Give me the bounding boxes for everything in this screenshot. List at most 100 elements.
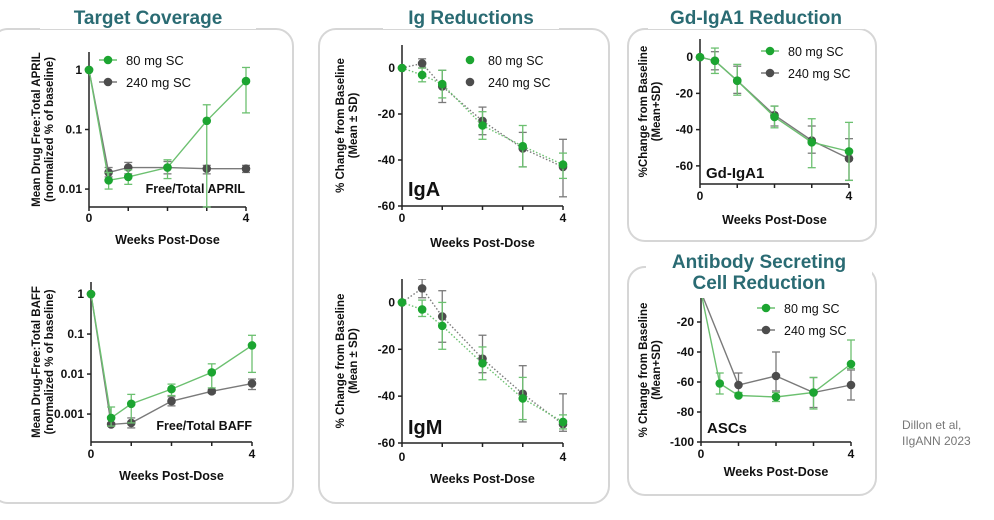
legend-marker [103, 55, 113, 65]
y-tick-label: -20 [378, 342, 396, 356]
y-axis-label: (Mean+SD) [651, 340, 663, 400]
legend-label: 240 mg SC [488, 76, 551, 90]
y-tick-label: -80 [677, 405, 695, 419]
data-point [710, 56, 720, 66]
data-point [417, 305, 427, 314]
x-tick-label: 0 [698, 447, 705, 461]
legend-marker [465, 55, 475, 65]
asc-title: Antibody Secreting Cell Reduction [646, 252, 872, 294]
legend-item: 240 mg SC [761, 67, 851, 81]
y-tick-label: 0.001 [54, 407, 84, 421]
x-tick-label: 0 [399, 450, 406, 464]
citation-line-1: Dillon et al, [902, 418, 962, 432]
x-tick-label: 0 [88, 447, 95, 461]
series-line [90, 293, 253, 420]
legend-item: 80 mg SC [761, 45, 844, 59]
panel-annotation: Free/Total APRIL [146, 182, 246, 196]
data-point [167, 384, 176, 394]
legend-label: 240 mg SC [784, 324, 847, 338]
baff-chart: 1 0.1 0.01 0.001 0 4 Weeks Post-Dose Mean Drug-… [31, 282, 257, 483]
data-point [809, 388, 818, 397]
y-tick-label: -60 [378, 199, 396, 213]
y-axis-label: (Mean ± SD) [348, 92, 360, 158]
panel-annotation: IgM [408, 417, 442, 439]
data-point [770, 112, 779, 122]
data-point [844, 147, 854, 156]
data-point [207, 368, 217, 377]
data-point [106, 413, 116, 423]
legend-item: 240 mg SC [99, 75, 191, 90]
data-point [846, 359, 856, 369]
data-point [397, 298, 407, 307]
y-tick-label: 0.1 [65, 123, 82, 137]
gd-iga1-panel [627, 28, 877, 242]
y-tick-label: 0.01 [59, 182, 83, 196]
data-point [84, 65, 94, 75]
legend-label: 240 mg SC [126, 75, 191, 90]
x-tick-label: 4 [560, 450, 567, 464]
x-axis-label: Weeks Post-Dose [119, 469, 224, 483]
y-tick-label: -40 [378, 153, 396, 167]
april-chart: 1 0.1 0.01 0 4 Weeks Post-Dose Mean Drug Free:… [31, 52, 251, 247]
data-point [247, 379, 257, 388]
data-point [417, 59, 427, 68]
legend-label: 80 mg SC [788, 45, 844, 59]
data-point [86, 289, 96, 299]
y-axis-label: (normalized % of baseline) [44, 57, 56, 202]
legend-item: 240 mg SC [757, 324, 847, 338]
data-point [478, 121, 487, 130]
legend-label: 80 mg SC [126, 53, 184, 68]
y-axis-label: Mean Drug-Free:Total BAFF [31, 286, 43, 438]
asc-chart: -20 -40 -60 -80 -100 0 4 Weeks Post-Dose % Chang… [638, 298, 856, 479]
series-line [88, 69, 246, 174]
data-point [163, 163, 172, 172]
legend-marker [761, 303, 771, 313]
y-tick-label: -40 [676, 123, 694, 137]
series-80mg [397, 298, 568, 430]
y-tick-label: -60 [378, 436, 396, 450]
data-point [126, 399, 136, 409]
x-axis-label: Weeks Post-Dose [722, 213, 827, 227]
data-point [846, 380, 856, 390]
panel-annotation: IgA [408, 179, 440, 201]
legend-item: 240 mg SC [465, 76, 551, 90]
x-axis-label: Weeks Post-Dose [115, 233, 220, 247]
x-axis-label: Weeks Post-Dose [724, 465, 829, 479]
citation-line-2: IIgANN 2023 [902, 434, 971, 448]
legend-item: 80 mg SC [99, 53, 184, 68]
data-point [167, 396, 176, 406]
x-tick-label: 0 [697, 189, 704, 203]
series-line [401, 287, 564, 425]
data-point [104, 176, 113, 185]
y-tick-label: 1 [77, 287, 84, 301]
legend-label: 240 mg SC [788, 67, 851, 81]
data-point [771, 371, 781, 381]
y-tick-label: -60 [677, 375, 695, 389]
legend-item: 80 mg SC [757, 302, 840, 316]
series-line [90, 293, 253, 426]
legend-marker [765, 68, 775, 78]
data-point [558, 417, 568, 427]
y-tick-label: 0.1 [67, 327, 84, 341]
legend-marker [765, 46, 775, 56]
data-point [807, 138, 817, 147]
series-80mg [84, 65, 251, 208]
data-point [478, 359, 487, 368]
target-coverage-title: Target Coverage [40, 8, 256, 29]
data-point [695, 52, 705, 62]
legend-marker [465, 77, 475, 87]
series-line [701, 298, 852, 398]
data-point [417, 70, 427, 80]
panel-annotation: Gd-IgA1 [706, 165, 764, 182]
y-tick-label: -40 [378, 389, 396, 403]
data-point [247, 341, 257, 350]
y-axis-label: % Change from Baseline [335, 294, 347, 429]
x-axis-label: Weeks Post-Dose [430, 236, 535, 250]
y-tick-label: -20 [677, 315, 695, 329]
y-axis-label: % Change from Baseline [638, 303, 650, 438]
x-axis-label: Weeks Post-Dose [430, 472, 535, 486]
legend-label: 80 mg SC [488, 54, 544, 68]
series-80mg [701, 298, 856, 410]
y-axis-label: (normalized % of baseline) [44, 289, 56, 434]
y-tick-label: 0 [388, 295, 395, 309]
